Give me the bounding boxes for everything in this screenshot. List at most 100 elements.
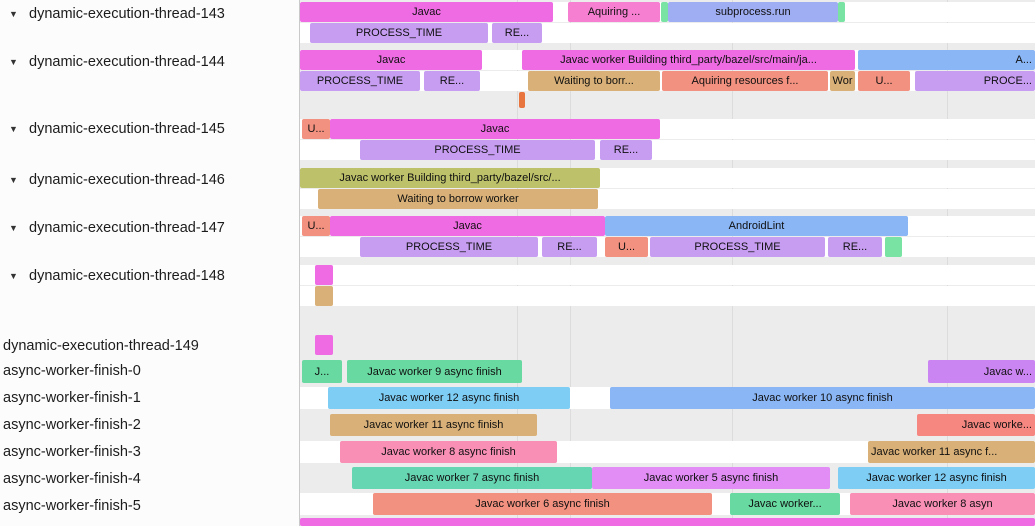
expander-icon[interactable]: ▼: [9, 175, 18, 185]
track-name-row[interactable]: ▼ dynamic-execution-thread-146: [0, 170, 299, 190]
slice[interactable]: Javac: [300, 50, 482, 70]
track-name-row[interactable]: async-worker-finish-3: [0, 442, 299, 462]
async-worker-finish-5: Javac worker 6 async finish Javac worker.…: [300, 493, 1035, 515]
slice[interactable]: Javac worker 12 async finish: [838, 467, 1035, 489]
slice[interactable]: Javac worker Building third_party/bazel/…: [522, 50, 855, 70]
slice[interactable]: [885, 237, 902, 257]
slice[interactable]: Javac worker Building third_party/bazel/…: [300, 168, 600, 188]
slice[interactable]: U...: [858, 71, 910, 91]
slice[interactable]: [838, 2, 845, 22]
expander-icon[interactable]: ▼: [9, 124, 18, 134]
track-name-row[interactable]: ▼ dynamic-execution-thread-147: [0, 218, 299, 238]
slice[interactable]: Javac worker 9 async finish: [347, 360, 522, 383]
slice-label: subprocess.run: [715, 6, 791, 18]
slice[interactable]: Javac worker 6 async finish: [373, 493, 712, 515]
slice[interactable]: [315, 286, 333, 306]
slice[interactable]: Javac w...: [928, 360, 1035, 383]
slice[interactable]: PROCESS_TIME: [360, 140, 595, 160]
slice[interactable]: PROCESS_TIME: [360, 237, 538, 257]
track-name-label: dynamic-execution-thread-147: [29, 220, 225, 236]
gridline: [732, 0, 733, 526]
track-name-row[interactable]: ▼ dynamic-execution-thread-144: [0, 52, 299, 72]
track-name-label: async-worker-finish-4: [3, 471, 141, 487]
slice[interactable]: Waiting to borrow worker: [318, 189, 598, 209]
expander-icon[interactable]: ▼: [9, 57, 18, 67]
slice[interactable]: RE...: [492, 23, 542, 43]
slice[interactable]: RE...: [600, 140, 652, 160]
slice[interactable]: Javac worker 12 async finish: [328, 387, 570, 409]
slice-label: A...: [1015, 54, 1032, 66]
slice-label: U...: [307, 220, 325, 232]
slice[interactable]: Javac worker 8 asyn: [850, 493, 1035, 515]
slice[interactable]: U...: [605, 237, 648, 257]
thread-143-process-time: PROCESS_TIME RE...: [300, 23, 1035, 43]
slice-label: RE...: [842, 241, 868, 253]
slice[interactable]: [519, 92, 525, 108]
slice-label: Javac worker 12 async finish: [378, 392, 520, 404]
slice[interactable]: Javac: [300, 2, 553, 22]
slice[interactable]: Wor: [830, 71, 855, 91]
track-name-row[interactable]: async-worker-finish-0: [0, 361, 299, 381]
slice[interactable]: PROCESS_TIME: [300, 71, 420, 91]
slice[interactable]: PROCESS_TIME: [650, 237, 825, 257]
slice-label: RE...: [439, 75, 465, 87]
track-name-label: dynamic-execution-thread-148: [29, 268, 225, 284]
slice[interactable]: U...: [302, 119, 330, 139]
slice[interactable]: Aquiring ...: [568, 2, 660, 22]
slice-label: Javac: [453, 220, 482, 232]
slice[interactable]: J...: [302, 360, 342, 383]
expander-icon[interactable]: ▼: [9, 223, 18, 233]
slice[interactable]: RE...: [542, 237, 597, 257]
slice-label: Javac worker...: [748, 498, 822, 510]
track-name-row[interactable]: dynamic-execution-thread-149: [0, 336, 299, 356]
slice[interactable]: A...: [858, 50, 1035, 70]
thread-146-waiting: Waiting to borrow worker: [300, 189, 1035, 209]
slice[interactable]: PROCESS_TIME: [310, 23, 488, 43]
async-worker-finish-1: Javac worker 12 async finish Javac worker…: [300, 387, 1035, 409]
track-name-row[interactable]: async-worker-finish-4: [0, 469, 299, 489]
slice[interactable]: Javac worker 5 async finish: [592, 467, 830, 489]
slice[interactable]: Javac worker 8 async finish: [340, 441, 557, 463]
slice[interactable]: Javac: [330, 119, 660, 139]
slice[interactable]: Javac: [330, 216, 605, 236]
slice-label: Javac: [480, 123, 510, 135]
track-name-label: dynamic-execution-thread-149: [3, 338, 199, 354]
slice-label: Javac worker 11 async finish: [363, 419, 504, 431]
slice-label: PROCESS_TIME: [694, 241, 781, 253]
slice[interactable]: subprocess.run: [668, 2, 838, 22]
async-worker-finish-2: Javac worker 11 async finish Javac worke.…: [300, 414, 1035, 436]
track-name-row[interactable]: async-worker-finish-2: [0, 415, 299, 435]
slice[interactable]: Javac worker...: [730, 493, 840, 515]
slice-label: RE...: [613, 144, 639, 156]
slice[interactable]: Javac worker 11 async finish: [330, 414, 537, 436]
slice[interactable]: [315, 265, 333, 285]
slice[interactable]: Javac worke...: [917, 414, 1035, 436]
slice[interactable]: AndroidLint: [605, 216, 908, 236]
track-name-row[interactable]: ▼ dynamic-execution-thread-143: [0, 4, 299, 24]
slice[interactable]: U...: [302, 216, 330, 236]
track-name-row[interactable]: ▼ dynamic-execution-thread-148: [0, 266, 299, 286]
slice[interactable]: [661, 2, 668, 22]
slice[interactable]: PROCE...: [915, 71, 1035, 91]
slice[interactable]: RE...: [424, 71, 480, 91]
track-name-row[interactable]: async-worker-finish-5: [0, 496, 299, 516]
expander-icon[interactable]: ▼: [9, 271, 18, 281]
track-name-row[interactable]: async-worker-finish-1: [0, 388, 299, 408]
slice-label: J...: [314, 365, 330, 378]
slice[interactable]: [300, 518, 1035, 526]
slice[interactable]: Javac worker 11 async f...: [868, 441, 1035, 463]
slice-label: Aquiring resources f...: [691, 75, 799, 87]
slice[interactable]: Waiting to borr...: [528, 71, 660, 91]
slice-label: Aquiring ...: [587, 6, 641, 18]
slice[interactable]: RE...: [828, 237, 882, 257]
slice[interactable]: [315, 335, 333, 355]
expander-icon[interactable]: ▼: [9, 9, 18, 19]
track-name-row[interactable]: ▼ dynamic-execution-thread-145: [0, 119, 299, 139]
timeline-canvas[interactable]: Javac Aquiring ... subprocess.run PROCESS_T…: [300, 0, 1035, 526]
slice[interactable]: Javac worker 7 async finish: [352, 467, 592, 489]
slice-label: U...: [307, 123, 325, 135]
slice-label: Javac: [412, 6, 441, 18]
slice[interactable]: Javac worker 10 async finish: [610, 387, 1035, 409]
slice[interactable]: Aquiring resources f...: [662, 71, 828, 91]
